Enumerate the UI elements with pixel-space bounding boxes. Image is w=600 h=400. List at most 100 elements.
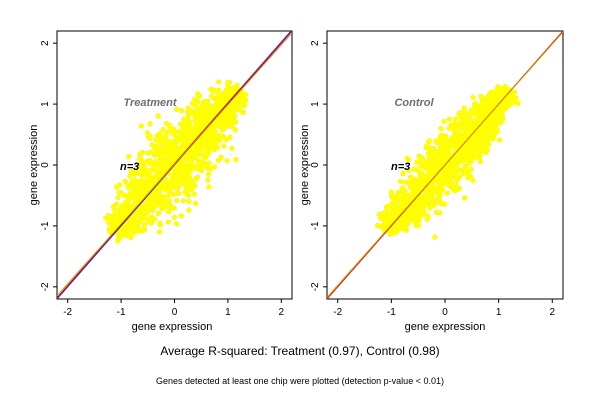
scatter-point [467, 173, 474, 180]
scatter-point [485, 126, 492, 132]
scatter-point [192, 123, 198, 129]
x-tick-label: -1 [117, 307, 126, 318]
scatter-point [458, 152, 464, 158]
scatter-point [174, 148, 180, 154]
scatter-point [139, 160, 145, 166]
scatter-point [193, 155, 199, 161]
scatter-point [452, 130, 458, 136]
scatter-point [192, 113, 198, 119]
n-label-treatment: n=3 [120, 161, 139, 173]
scatter-point [165, 144, 171, 150]
footnote-caption: Genes detected at least one chip were pl… [156, 376, 444, 386]
scatter-point [489, 102, 495, 109]
x-tick-label: 1 [225, 307, 231, 318]
scatter-point [426, 151, 432, 157]
scatter-point [423, 144, 429, 150]
scatter-point [423, 159, 429, 166]
scatter-point [421, 182, 427, 188]
scatter-point [432, 234, 438, 240]
scatter-point [174, 106, 180, 112]
scatter-point [462, 166, 468, 173]
scatter-point [455, 141, 462, 148]
scatter-point [400, 190, 407, 196]
scatter-point [173, 173, 179, 179]
scatter-point [155, 149, 161, 155]
scatter-point [233, 157, 239, 163]
scatter-point [426, 156, 433, 162]
scatter-point [194, 165, 200, 171]
scatter-point [421, 198, 427, 204]
scatter-point [202, 161, 209, 167]
scatter-point [498, 120, 504, 126]
scatter-point [477, 158, 484, 164]
scatter-point [444, 190, 450, 196]
scatter-point [128, 234, 134, 241]
scatter-point [124, 229, 130, 235]
scatter-point [205, 177, 211, 183]
scatter-point [159, 161, 165, 167]
scatter-point [443, 147, 449, 153]
scatter-point [136, 211, 142, 217]
scatter-point [146, 172, 152, 178]
scatter-point [212, 146, 218, 152]
scatter-point [163, 204, 169, 210]
scatter-point [170, 138, 176, 145]
scatter-point [196, 93, 203, 99]
scatter-point [202, 98, 208, 104]
y-tick-label: -1 [40, 221, 51, 230]
scatter-point [456, 174, 462, 180]
scatter-point [497, 112, 503, 118]
scatter-point [137, 156, 143, 162]
scatter-point [477, 148, 483, 154]
scatter-point [185, 136, 191, 142]
x-tick-label: 1 [496, 307, 502, 318]
scatter-point [436, 152, 443, 158]
scatter-point [167, 161, 173, 168]
scatter-point [177, 161, 183, 167]
scatter-point [161, 156, 167, 162]
scatter-point [197, 151, 203, 157]
scatter-point [186, 175, 192, 181]
scatter-point [126, 185, 132, 191]
scatter-point [427, 205, 433, 211]
scatter-point [195, 174, 201, 180]
scatter-point [232, 127, 238, 133]
scatter-point [165, 198, 171, 204]
scatter-point [413, 166, 419, 172]
scatter-point [385, 203, 391, 210]
scatter-point [387, 231, 393, 237]
scatter-point [127, 173, 133, 179]
x-tick-label: 2 [549, 307, 555, 318]
scatter-point [143, 185, 149, 192]
scatter-point [114, 201, 120, 207]
panel-treatment: -2 -1 0 1 2 -2 -1 0 1 2 gene expression gene exp… [28, 30, 293, 333]
scatter-point [204, 110, 210, 117]
scatter-point [405, 197, 411, 203]
scatter-point [480, 99, 486, 106]
scatter-point [378, 224, 384, 230]
y-tick-label: 0 [310, 162, 321, 168]
scatter-point [184, 190, 190, 197]
scatter-point [452, 116, 459, 122]
scatter-point [165, 192, 172, 199]
scatter-point [149, 167, 155, 173]
scatter-point [505, 89, 511, 95]
scatter-point [206, 116, 212, 122]
scatter-point [115, 238, 121, 244]
scatter-point [227, 123, 233, 129]
scatter-point [161, 185, 167, 191]
scatter-point [183, 155, 189, 161]
scatter-point [205, 171, 212, 177]
scatter-point [138, 228, 144, 234]
scatter-point [159, 168, 165, 174]
scatter-point [165, 149, 171, 155]
scatter-point [432, 168, 439, 174]
scatter-point [141, 179, 147, 185]
scatter-point [486, 132, 492, 138]
scatter-point [170, 148, 176, 154]
scatter-point [174, 197, 180, 203]
scatter-point [117, 212, 123, 218]
scatter-point [143, 159, 150, 165]
scatter-point [405, 156, 411, 163]
scatter-point [212, 164, 218, 170]
